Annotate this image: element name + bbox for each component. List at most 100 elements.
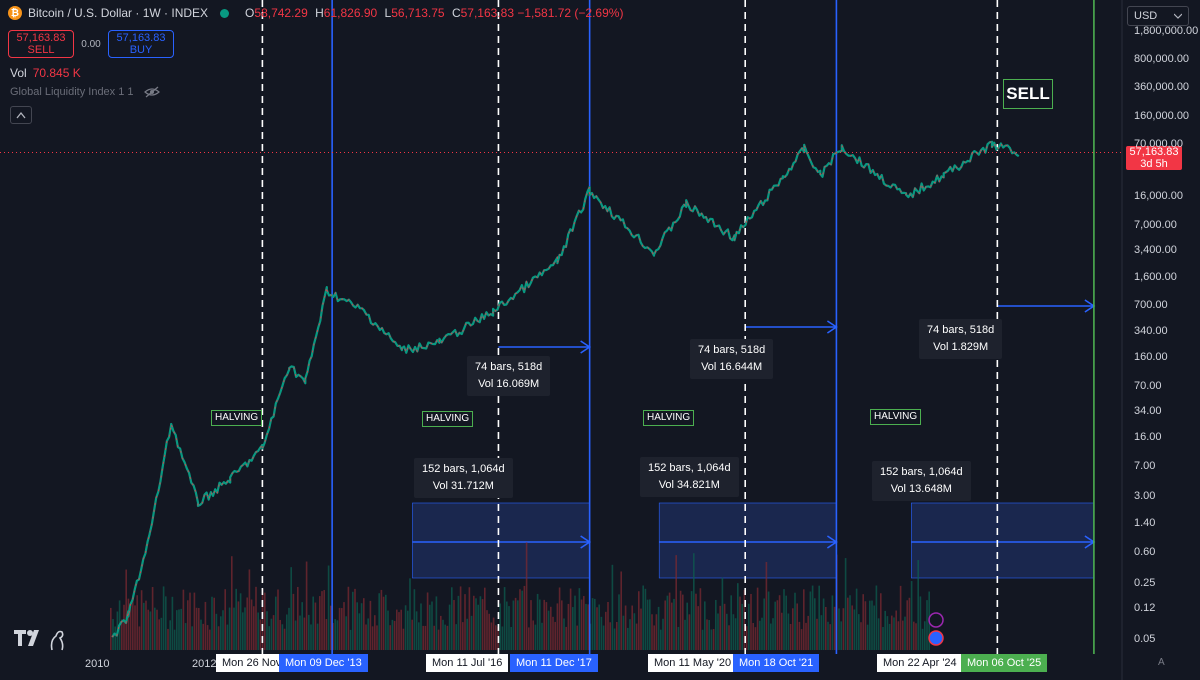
volume-bar <box>897 621 900 650</box>
halving-tag[interactable]: HALVING <box>870 409 922 425</box>
volume-bar <box>429 604 431 650</box>
measure-info-box[interactable]: 74 bars, 518d Vol 1.829M <box>919 319 1003 359</box>
volume-bar <box>649 599 651 650</box>
volume-bar <box>842 608 845 650</box>
volume-bar <box>800 629 803 650</box>
price-tick-label: 160.00 <box>1134 350 1168 363</box>
volume-bar <box>750 593 752 650</box>
volume-bar <box>728 625 730 650</box>
halving-tag[interactable]: HALVING <box>643 410 695 426</box>
volume-bar <box>169 620 171 650</box>
volume-bar <box>829 624 831 650</box>
volume-bar <box>849 595 851 650</box>
volume-bar <box>319 596 321 650</box>
price-tick-label: 70,000.00 <box>1134 138 1183 151</box>
price-tick-label: 700.00 <box>1134 299 1168 312</box>
volume-bar <box>541 622 543 650</box>
buy-button[interactable]: 57,163.83 BUY <box>108 30 174 58</box>
volume-bar <box>250 599 253 650</box>
volume-bar <box>411 619 413 650</box>
volume-bar <box>528 627 530 650</box>
volume-bar <box>880 593 882 650</box>
volume-bar <box>312 596 314 650</box>
volume-bar <box>627 627 629 650</box>
volume-bar <box>765 562 768 650</box>
volume-bar <box>376 625 378 650</box>
volume-bar <box>481 599 484 650</box>
volume-bar <box>578 588 581 650</box>
top-date-label: Mon 09 Dec '13 <box>279 654 368 672</box>
volume-bar <box>336 620 339 650</box>
volume-bar <box>277 589 279 650</box>
volume-bar <box>162 586 165 650</box>
volume-bar <box>838 608 840 650</box>
volume-bar <box>184 623 187 650</box>
volume-bar <box>640 608 642 650</box>
volume-bar <box>891 615 893 650</box>
volume-bar <box>396 609 398 650</box>
volume-bar <box>217 626 220 650</box>
volume-bar <box>195 607 198 650</box>
symbol-header[interactable]: ₿ Bitcoin / U.S. Dollar · 1W · INDEX O58… <box>8 6 623 20</box>
halving-tag[interactable]: HALVING <box>422 411 474 427</box>
volume-bar <box>385 594 387 650</box>
volume-bar <box>609 622 611 650</box>
measure-info-box[interactable]: 152 bars, 1,064d Vol 34.821M <box>640 457 739 497</box>
price-tick-label: 1.40 <box>1134 516 1156 529</box>
volume-bar <box>182 589 185 650</box>
halving-date-label: Mon 11 Jul '16 <box>426 654 509 672</box>
volume-bar <box>598 604 600 650</box>
halving-tag[interactable]: HALVING <box>211 410 263 426</box>
volume-bar <box>248 569 251 650</box>
volume-bar <box>893 617 895 650</box>
currency-select[interactable]: USD <box>1127 6 1189 26</box>
volume-bar <box>349 629 352 650</box>
volume-bar <box>477 604 479 650</box>
volume-bar <box>745 626 748 650</box>
volume-bar <box>657 606 660 650</box>
volume-bar <box>235 588 237 650</box>
volume-bar <box>356 602 358 650</box>
collapse-legend-button[interactable] <box>10 106 32 124</box>
volume-bar <box>543 599 545 650</box>
price-tick-label: 16,000.00 <box>1134 190 1183 203</box>
volume-bar <box>796 603 798 650</box>
volume-bar <box>393 620 396 650</box>
volume-bar <box>686 602 688 650</box>
price-tick-label: 3.00 <box>1134 489 1156 502</box>
indicator-legend[interactable]: Global Liquidity Index 1 1 <box>10 86 160 98</box>
measure-info-box[interactable]: 74 bars, 518d Vol 16.644M <box>690 339 774 379</box>
volume-bar <box>622 615 625 650</box>
hidden-eye-icon[interactable] <box>143 86 160 98</box>
sell-annotation[interactable]: SELL <box>1003 79 1053 109</box>
volume-legend[interactable]: Vol 70.845 K <box>10 66 81 80</box>
volume-bar <box>567 603 570 650</box>
volume-bar <box>913 621 915 650</box>
volume-bar <box>484 587 486 650</box>
volume-bar <box>121 619 123 650</box>
volume-bar <box>552 616 554 650</box>
volume-bar <box>264 592 266 650</box>
volume-bar <box>594 598 596 650</box>
volume-bar <box>688 614 691 650</box>
measure-info-box[interactable]: 152 bars, 1,064d Vol 31.712M <box>414 458 513 498</box>
volume-bar <box>297 586 299 650</box>
sell-button[interactable]: 57,163.83 SELL <box>8 30 74 58</box>
volume-bar <box>198 608 200 650</box>
volume-bar <box>286 614 288 650</box>
volume-bar <box>171 596 174 650</box>
volume-bar <box>574 595 576 650</box>
volume-bar <box>682 594 684 650</box>
measure-info-box[interactable]: 74 bars, 518d Vol 16.069M <box>467 356 551 396</box>
measure-info-box[interactable]: 152 bars, 1,064d Vol 13.648M <box>872 461 971 501</box>
volume-bar <box>453 600 455 650</box>
volume-bar <box>787 613 790 650</box>
volume-bar <box>127 598 130 650</box>
volume-bar <box>924 621 926 650</box>
volume-bar <box>803 589 805 650</box>
volume-bar <box>202 623 204 650</box>
volume-bar <box>660 629 662 650</box>
auto-scale-button[interactable]: A <box>1158 657 1165 668</box>
volume-bar <box>136 595 138 650</box>
